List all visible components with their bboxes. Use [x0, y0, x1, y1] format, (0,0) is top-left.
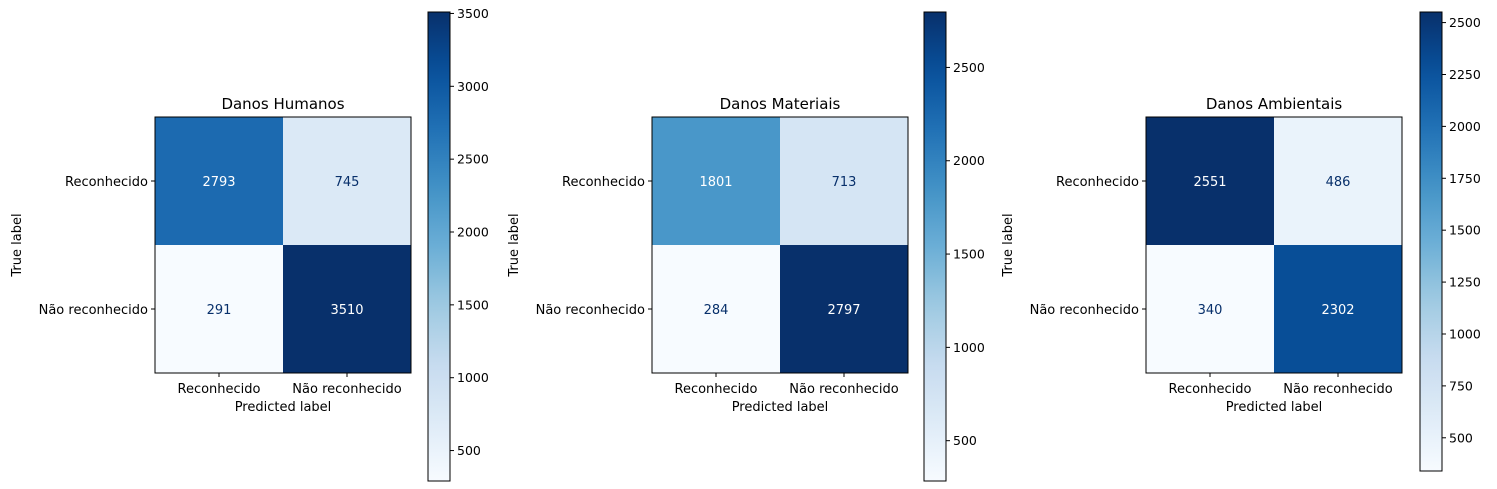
colorbar-tick-label: 1500 [1449, 223, 1481, 238]
matrix-cell-1-1 [1274, 245, 1402, 373]
colorbar-tick-label: 750 [1449, 378, 1473, 393]
matrix-cell-0-1 [780, 117, 908, 245]
y-tick-label: Não reconhecido [39, 303, 148, 318]
matrix-cell-0-0 [652, 117, 780, 245]
matrix-cell-1-0 [155, 245, 283, 373]
x-axis-label: Predicted label [1226, 400, 1323, 415]
cell-value-label: 713 [832, 175, 857, 190]
colorbar [1419, 11, 1443, 472]
colorbar-tick-label: 2000 [1449, 119, 1481, 134]
matrix-cell-1-1 [283, 245, 411, 373]
cell-value-label: 2797 [827, 303, 860, 318]
x-tick-label: Reconhecido [675, 382, 758, 397]
colorbar-tick-label: 500 [953, 433, 977, 448]
y-tick-label: Reconhecido [1056, 175, 1139, 190]
x-tick-label: Não reconhecido [789, 382, 898, 397]
x-tick-label: Reconhecido [1169, 382, 1252, 397]
colorbar [427, 11, 451, 482]
cell-value-label: 486 [1326, 175, 1351, 190]
x-tick-label: Não reconhecido [292, 382, 401, 397]
y-tick-label: Não reconhecido [536, 303, 645, 318]
matrix-cell-0-0 [155, 117, 283, 245]
colorbar-tick-label: 1750 [1449, 171, 1481, 186]
chart-panel-1: Danos Humanos 2793 745 291 3510 Reconhecido Nã… [10, 6, 489, 482]
colorbar-tick-label: 1500 [457, 297, 489, 312]
cell-value-label: 3510 [330, 303, 363, 318]
matrix-cell-1-1 [780, 245, 908, 373]
colorbar-tick-label: 2000 [953, 153, 985, 168]
colorbar-tick-label: 1000 [1449, 326, 1481, 341]
colorbar-tick-label: 1000 [953, 340, 985, 355]
chart-title: Danos Humanos [221, 95, 344, 113]
colorbar-tick-label: 2500 [457, 152, 489, 167]
colorbar [923, 11, 947, 482]
cell-value-label: 1801 [699, 175, 732, 190]
chart-title: Danos Ambientais [1206, 95, 1343, 113]
colorbar-tick-label: 500 [1449, 430, 1473, 445]
matrix-cell-0-1 [283, 117, 411, 245]
chart-panel-3: Danos Ambientais 2551 486 340 2302 Reconhecid… [1001, 11, 1481, 472]
colorbar-tick-label: 1000 [457, 370, 489, 385]
colorbar-tick-label: 3000 [457, 79, 489, 94]
y-axis-label: True label [10, 213, 25, 277]
matrix-frame [1145, 116, 1403, 374]
matrix-cell-0-0 [1146, 117, 1274, 245]
colorbar-tick-label: 2000 [457, 225, 489, 240]
y-tick-label: Reconhecido [65, 175, 148, 190]
cell-value-label: 2793 [202, 175, 235, 190]
chart-title: Danos Materiais [720, 95, 841, 113]
x-axis-label: Predicted label [235, 400, 332, 415]
cell-value-label: 2302 [1321, 303, 1354, 318]
chart-panel-2: Danos Materiais 1801 713 284 2797 Reconhecido… [507, 11, 985, 482]
matrix-cell-1-0 [1146, 245, 1274, 373]
matrix-frame [651, 116, 909, 374]
cell-value-label: 291 [207, 303, 232, 318]
cell-value-label: 340 [1198, 303, 1223, 318]
cell-value-label: 284 [704, 303, 729, 318]
colorbar-tick-label: 2500 [1449, 15, 1481, 30]
colorbar-tick-label: 500 [457, 443, 481, 458]
matrix-cell-1-0 [652, 245, 780, 373]
cell-value-label: 2551 [1193, 175, 1226, 190]
x-tick-label: Reconhecido [178, 382, 261, 397]
y-axis-label: True label [1001, 213, 1016, 277]
y-tick-label: Não reconhecido [1030, 303, 1139, 318]
x-axis-label: Predicted label [732, 400, 829, 415]
cell-value-label: 745 [335, 175, 360, 190]
x-tick-label: Não reconhecido [1283, 382, 1392, 397]
colorbar-tick-label: 2250 [1449, 67, 1481, 82]
y-tick-label: Reconhecido [562, 175, 645, 190]
matrix-cell-0-1 [1274, 117, 1402, 245]
colorbar-tick-label: 1250 [1449, 275, 1481, 290]
colorbar-tick-label: 3500 [457, 6, 489, 21]
matrix-frame [154, 116, 412, 374]
y-axis-label: True label [507, 213, 522, 277]
colorbar-tick-label: 1500 [953, 247, 985, 262]
colorbar-tick-label: 2500 [953, 60, 985, 75]
